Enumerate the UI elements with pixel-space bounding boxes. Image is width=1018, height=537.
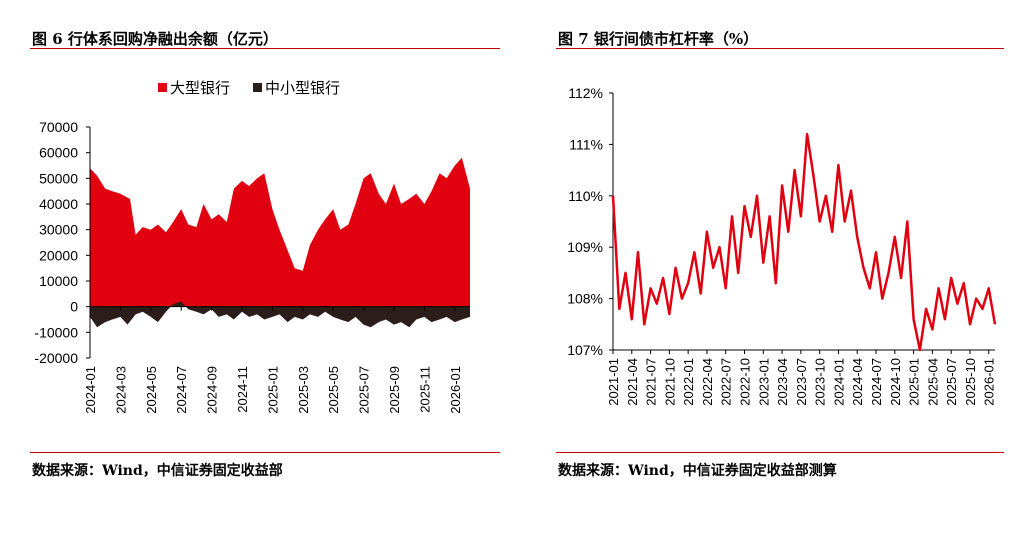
right-x-tick-label: 2026-01 xyxy=(982,358,997,406)
left-x-tick-label: 2025-03 xyxy=(296,366,311,414)
right-x-tick-label: 2024-07 xyxy=(869,358,884,406)
left-y-tick-label: 60000 xyxy=(39,145,78,161)
left-y-tick-label: 30000 xyxy=(39,222,78,238)
right-x-tick-label: 2024-01 xyxy=(831,358,846,406)
left-x-tick-label: 2025-05 xyxy=(326,366,341,414)
right-x-tick-label: 2023-07 xyxy=(794,358,809,406)
right-series-line-1 xyxy=(611,132,997,352)
left-legend-label-1: 大型银行 xyxy=(170,80,230,97)
right-source-rule xyxy=(556,452,1004,453)
right-y-tick-label: 109% xyxy=(567,239,603,255)
left-legend-swatch-1 xyxy=(158,83,167,92)
left-y-tick-label: -10000 xyxy=(34,324,78,340)
right-x-tick-label: 2022-07 xyxy=(719,358,734,406)
left-x-tick-label: 2024-11 xyxy=(235,366,250,413)
right-x-tick-label: 2021-10 xyxy=(662,358,677,406)
right-y-tick-label: 111% xyxy=(569,136,603,152)
right-title-rule xyxy=(556,48,1004,49)
right-x-tick-label: 2025-10 xyxy=(963,358,978,406)
right-x-tick-label: 2022-04 xyxy=(700,358,715,406)
left-chart-title: 图 6 行体系回购净融出余额（亿元） xyxy=(32,30,278,48)
left-x-tick-label: 2026-01 xyxy=(448,366,463,414)
right-chart-title: 图 7 银行间债市杠杆率（%） xyxy=(558,30,759,48)
left-y-tick-label: 70000 xyxy=(39,119,78,135)
left-legend-label-2: 中小型银行 xyxy=(265,80,340,97)
left-y-tick-label: 50000 xyxy=(39,170,78,186)
left-y-tick-label: 20000 xyxy=(39,247,78,263)
left-y-tick-label: 40000 xyxy=(39,196,78,212)
left-x-tick-label: 2024-09 xyxy=(205,366,220,414)
right-x-tick-label: 2025-07 xyxy=(944,358,959,406)
right-x-tick-label: 2023-10 xyxy=(813,358,828,406)
left-x-tick-label: 2024-07 xyxy=(174,366,189,414)
right-x-tick-label: 2021-07 xyxy=(644,358,659,406)
right-x-tick-label: 2025-04 xyxy=(925,358,940,406)
right-x-tick-label: 2022-01 xyxy=(681,358,696,406)
left-x-tick-label: 2025-11 xyxy=(417,366,432,413)
right-x-tick-label: 2024-10 xyxy=(888,358,903,406)
left-y-tick-label: 0 xyxy=(70,299,78,315)
right-chart: 112% 111% 110% 109% 108% 107%2021-01 2021-04 20… xyxy=(567,85,997,406)
right-y-tick-label: 108% xyxy=(567,291,603,307)
right-x-tick-label: 2023-01 xyxy=(756,358,771,406)
left-x-tick-label: 2024-03 xyxy=(113,366,128,414)
left-x-tick-label: 2025-01 xyxy=(265,366,280,414)
left-x-tick-label: 2024-01 xyxy=(83,366,98,414)
left-title-rule xyxy=(30,48,500,49)
right-x-tick-label: 2025-01 xyxy=(907,358,922,406)
right-y-tick-label: 112% xyxy=(568,85,603,101)
right-source-note: 数据来源：Wind，中信证券固定收益部测算 xyxy=(558,463,837,479)
right-x-tick-label: 2023-04 xyxy=(775,358,790,406)
left-chart: 70000 60000 50000 40000 30000 20000 10000 0 -100… xyxy=(34,80,470,414)
left-source-rule xyxy=(30,452,500,453)
right-x-tick-label: 2024-04 xyxy=(850,358,865,406)
left-legend-swatch-2 xyxy=(253,83,262,92)
left-x-tick-label: 2025-07 xyxy=(357,366,372,414)
left-y-tick-label: 10000 xyxy=(39,273,78,289)
right-y-tick-label: 110% xyxy=(568,188,603,204)
right-y-tick-label: 107% xyxy=(567,342,603,358)
left-series-area-2 xyxy=(90,301,470,328)
left-y-tick-label: -20000 xyxy=(34,350,78,366)
left-x-tick-label: 2024-05 xyxy=(144,366,159,414)
right-x-tick-label: 2021-01 xyxy=(606,358,621,406)
right-x-tick-label: 2021-04 xyxy=(625,358,640,406)
left-series-area-1 xyxy=(90,157,470,307)
right-x-tick-label: 2022-10 xyxy=(738,358,753,406)
left-x-tick-label: 2025-09 xyxy=(387,366,402,414)
left-source-note: 数据来源：Wind，中信证券固定收益部 xyxy=(32,463,283,479)
